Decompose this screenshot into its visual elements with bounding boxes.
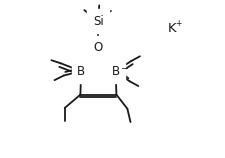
- Text: Si: Si: [93, 15, 104, 27]
- Text: B: B: [112, 65, 120, 78]
- Text: −: −: [121, 63, 128, 72]
- Text: O: O: [94, 41, 103, 54]
- Text: K: K: [168, 22, 176, 35]
- Text: +: +: [175, 19, 181, 28]
- Text: B: B: [77, 65, 85, 78]
